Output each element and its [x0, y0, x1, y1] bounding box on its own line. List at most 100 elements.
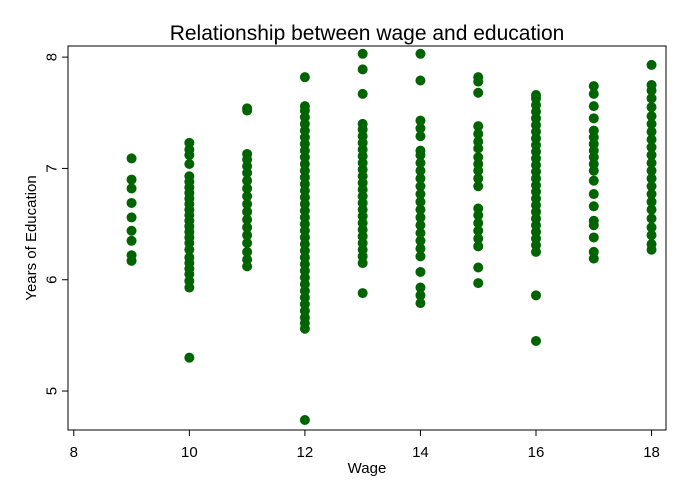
data-point	[531, 89, 541, 100]
data-point	[473, 136, 484, 147]
data-point	[357, 288, 368, 299]
data-point	[473, 72, 484, 83]
data-point	[415, 145, 426, 156]
data-point	[126, 183, 137, 194]
data-point	[415, 227, 426, 238]
data-point	[646, 157, 657, 168]
data-point	[242, 254, 253, 265]
data-point	[357, 118, 368, 129]
x-tick-label: 12	[297, 444, 314, 461]
data-point	[646, 181, 657, 192]
data-point	[473, 173, 484, 184]
data-point	[473, 241, 484, 252]
data-point	[242, 206, 253, 217]
data-point	[415, 235, 426, 246]
data-point	[415, 173, 426, 184]
data-point	[588, 175, 599, 186]
data-point	[415, 243, 426, 254]
data-point	[126, 235, 137, 246]
chart-title: Relationship between wage and education	[170, 22, 565, 45]
y-tick-label: 8	[44, 53, 61, 61]
data-point	[646, 59, 657, 70]
data-point	[646, 213, 657, 224]
data-point	[242, 191, 253, 202]
data-point	[415, 212, 426, 223]
data-point	[588, 88, 599, 99]
data-point	[242, 148, 253, 159]
x-axis: 8 10 12 14 16 18	[70, 430, 660, 461]
data-point	[415, 189, 426, 200]
data-point	[242, 222, 253, 233]
data-point	[415, 290, 426, 301]
data-point	[531, 335, 541, 346]
x-tick-label: 10	[181, 444, 198, 461]
data-point	[646, 204, 657, 215]
data-point	[646, 165, 657, 176]
data-point	[646, 134, 657, 145]
data-point	[299, 72, 310, 83]
data-point	[126, 250, 137, 261]
data-point	[473, 233, 484, 244]
data-point	[588, 101, 599, 112]
x-tick-label: 16	[528, 444, 545, 461]
data-point	[357, 64, 368, 75]
data-point	[473, 87, 484, 98]
data-point	[473, 128, 484, 139]
data-point	[415, 115, 426, 126]
data-point	[646, 142, 657, 153]
data-point	[588, 189, 599, 200]
data-point	[184, 352, 195, 363]
data-point	[242, 230, 253, 241]
data-point	[588, 125, 599, 136]
x-tick-label: 8	[70, 444, 78, 461]
data-point	[473, 121, 484, 132]
data-point	[588, 232, 599, 243]
data-point	[646, 222, 657, 233]
data-point	[646, 239, 657, 250]
data-point	[588, 215, 599, 226]
data-point	[415, 48, 426, 59]
data-point	[473, 203, 484, 214]
data-point	[473, 225, 484, 236]
data-point	[415, 266, 426, 277]
data-point	[473, 181, 484, 192]
data-point	[242, 175, 253, 186]
y-tick-label: 5	[44, 387, 61, 395]
data-point	[415, 282, 426, 293]
data-point	[415, 157, 426, 168]
y-tick-label: 6	[44, 276, 61, 284]
data-point	[415, 196, 426, 207]
data-point	[126, 212, 137, 223]
data-point	[415, 251, 426, 262]
data-point	[646, 189, 657, 200]
data-point	[299, 101, 310, 112]
data-point	[357, 88, 368, 99]
data-point	[126, 153, 137, 164]
data-point	[242, 246, 253, 257]
data-point	[646, 173, 657, 184]
data-point	[184, 252, 195, 263]
data-point	[415, 204, 426, 215]
data-point	[242, 103, 253, 114]
data-point	[646, 126, 657, 137]
data-point	[415, 131, 426, 142]
data-point	[415, 298, 426, 309]
y-axis: 5 6 7 8	[44, 53, 68, 395]
data-point	[646, 102, 657, 113]
data-point	[184, 158, 195, 169]
data-points	[126, 48, 657, 425]
data-point	[299, 414, 310, 425]
data-point	[588, 201, 599, 212]
data-point	[473, 278, 484, 289]
x-axis-label: Wage	[348, 460, 387, 477]
data-point	[357, 48, 368, 59]
x-tick-label: 18	[643, 444, 660, 461]
data-point	[646, 93, 657, 104]
data-point	[531, 290, 541, 301]
data-point	[242, 199, 253, 210]
data-point	[646, 230, 657, 241]
data-point	[242, 214, 253, 225]
data-point	[184, 137, 195, 148]
